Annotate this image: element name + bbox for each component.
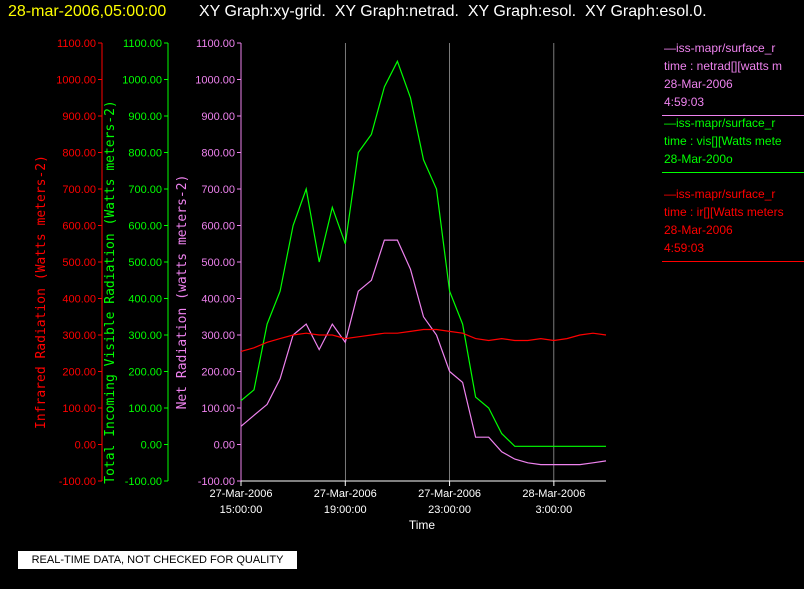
legend-entry-line: —iss-mapr/surface_r	[664, 41, 776, 55]
net-y-tick-label: 800.00	[201, 148, 235, 160]
vis-y-tick-label: 100.00	[128, 403, 162, 415]
ir-y-tick-label: 300.00	[62, 330, 96, 342]
net-y-tick-label: 700.00	[201, 184, 235, 196]
legend-entry-line: time : ir[][Watts meters	[664, 205, 784, 219]
net-y-tick-label: 500.00	[201, 257, 235, 269]
ir-y-tick-label: 400.00	[62, 294, 96, 306]
ir-y-tick-label: 900.00	[62, 111, 96, 123]
net-y-tick-label: 0.00	[214, 440, 235, 452]
ir-y-tick-label: 800.00	[62, 148, 96, 160]
vis-series-line	[240, 59, 606, 447]
legend-entry-line: 28-Mar-2006	[664, 223, 733, 237]
vis-y-tick-label: 1000.00	[122, 75, 162, 87]
vis-y-tick-label: 0.00	[141, 440, 162, 452]
vis-y-tick-label: 600.00	[128, 221, 162, 233]
legend-divider	[662, 261, 804, 262]
legend-entry-line: time : vis[][Watts mete	[664, 134, 782, 148]
net-series-line	[240, 239, 607, 466]
vis-y-tick-label: 1100.00	[123, 38, 162, 50]
legend-entry-line: 4:59:03	[664, 95, 705, 109]
vis-y-tick-label: 400.00	[128, 294, 162, 306]
ir-y-tick-label: 600.00	[62, 221, 96, 233]
x-tick-label: 28-Mar-2006	[522, 488, 585, 500]
vis-y-tick-label: 900.00	[128, 111, 162, 123]
x-tick-label: 27-Mar-2006	[418, 488, 481, 500]
ir-y-tick-label: -100.00	[59, 476, 96, 488]
vis-y-tick-label: 300.00	[128, 330, 162, 342]
x-tick-label: 23:00:00	[428, 504, 471, 516]
legend-entry-line: —iss-mapr/surface_r	[664, 187, 776, 201]
x-axis-label: Time	[409, 518, 436, 532]
header-title: XY Graph:xy-grid. XY Graph:netrad. XY Gr…	[199, 3, 707, 20]
ir-y-axis-label: Infrared Radiation (Watts meters-2)	[34, 155, 49, 429]
vis-y-tick-label: 700.00	[128, 184, 162, 196]
x-tick-label: 3:00:00	[536, 504, 573, 516]
legend-entry-line: 28-Mar-200o	[664, 152, 733, 166]
net-y-axis-label: Net Radiation (watts meters-2)	[175, 175, 190, 410]
ir-y-tick-label: 500.00	[62, 257, 96, 269]
ir-y-tick-label: 700.00	[62, 184, 96, 196]
x-tick-label: 27-Mar-2006	[314, 488, 377, 500]
vis-y-tick-label: 200.00	[128, 367, 162, 379]
ir-y-tick-label: 200.00	[62, 367, 96, 379]
ir-y-tick-label: 1000.00	[56, 75, 96, 87]
net-y-tick-label: 400.00	[201, 294, 235, 306]
net-y-tick-label: 1000.00	[195, 75, 235, 87]
net-y-tick-label: 100.00	[201, 403, 235, 415]
net-y-tick-label: 300.00	[201, 330, 235, 342]
x-tick-label: 19:00:00	[324, 504, 367, 516]
ir-y-tick-label: 0.00	[75, 440, 96, 452]
net-y-tick-label: -100.00	[198, 476, 235, 488]
quality-notice: REAL-TIME DATA, NOT CHECKED FOR QUALITY	[18, 551, 297, 569]
x-tick-label: 15:00:00	[220, 504, 263, 516]
net-y-tick-label: 900.00	[201, 111, 235, 123]
header-timestamp: 28-mar-2006,05:00:00	[8, 3, 167, 20]
ir-series-line	[240, 328, 607, 352]
net-y-tick-label: 600.00	[201, 221, 235, 233]
legend-entry-line: time : netrad[][watts m	[664, 59, 783, 73]
vis-y-tick-label: 800.00	[128, 148, 162, 160]
legend-entry-line: 28-Mar-2006	[664, 77, 733, 91]
legend-divider	[662, 115, 804, 116]
vis-y-axis-label: Total Incoming Visible Radiation (Watts …	[103, 100, 118, 484]
net-y-tick-label: 200.00	[201, 367, 235, 379]
legend-entry-line: 4:59:03	[664, 241, 705, 255]
legend-divider	[662, 172, 804, 173]
net-y-tick-label: 1100.00	[196, 38, 235, 50]
vis-y-tick-label: -100.00	[125, 476, 162, 488]
legend-entry-line: —iss-mapr/surface_r	[664, 116, 776, 130]
vis-y-tick-label: 500.00	[128, 257, 162, 269]
x-tick-label: 27-Mar-2006	[210, 488, 273, 500]
ir-y-tick-label: 1100.00	[57, 38, 96, 50]
ir-y-tick-label: 100.00	[62, 403, 96, 415]
